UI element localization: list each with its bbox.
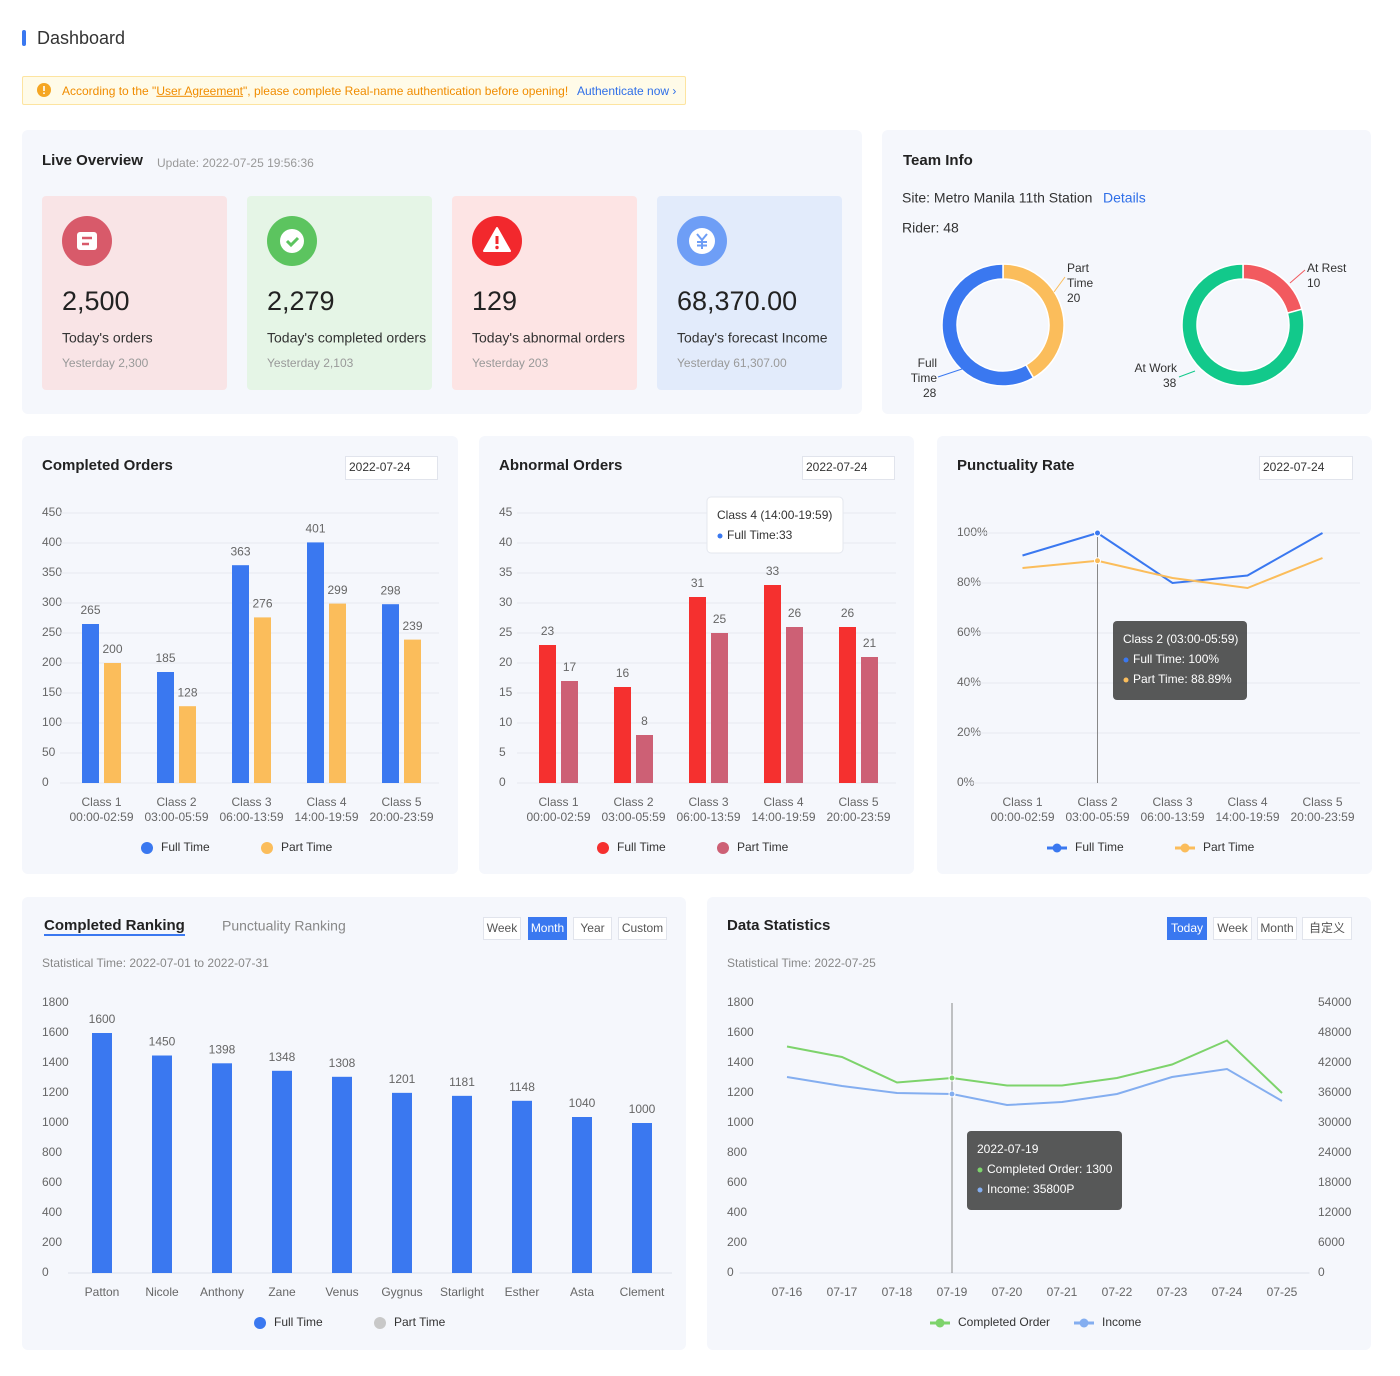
tab-active[interactable]: Completed Ranking — [44, 917, 185, 934]
tab-underline — [44, 934, 185, 936]
donut-label: Part Time — [1067, 261, 1094, 290]
donut-label: At Work — [1134, 361, 1177, 375]
title-accent — [22, 30, 26, 46]
donut-value: 10 — [1307, 276, 1321, 290]
donut-label: At Rest — [1307, 261, 1347, 275]
date-picker[interactable]: 2022-07-24 — [1259, 456, 1353, 480]
chart-title: Abnormal Orders — [499, 457, 623, 474]
notice-suffix: ", please complete Real-name authenticat… — [243, 83, 569, 98]
abnormal-orders-panel — [479, 436, 914, 874]
punctuality-panel — [937, 436, 1372, 874]
period-button[interactable]: 自定义 — [1302, 917, 1352, 940]
date-picker[interactable]: 2022-07-24 — [802, 456, 895, 480]
statistical-time: Statistical Time: 2022-07-25 — [727, 955, 876, 970]
chart-title: Punctuality Rate — [957, 457, 1075, 474]
card-label: Today's abnormal orders — [472, 329, 625, 346]
panel-title: Data Statistics — [727, 917, 831, 934]
period-button[interactable]: Month — [528, 917, 567, 940]
card-label: Today's orders — [62, 329, 153, 346]
card-value: 68,370.00 — [677, 285, 798, 316]
notice-bar — [22, 76, 686, 105]
card-label: Today's forecast Income — [677, 329, 828, 346]
card-yesterday: Yesterday 2,103 — [267, 355, 354, 370]
card-value: 2,500 — [62, 285, 130, 316]
period-button[interactable]: Year — [573, 917, 612, 940]
card-yesterday: Yesterday 61,307.00 — [677, 355, 787, 370]
notice-prefix: According to the " — [62, 83, 157, 98]
card-value: 129 — [472, 285, 518, 316]
period-button[interactable]: Custom — [618, 917, 667, 940]
details-link[interactable]: Details — [1103, 189, 1146, 206]
card-label: Today's completed orders — [267, 329, 427, 346]
page-title: Dashboard — [37, 28, 126, 49]
statistics-panel — [707, 897, 1371, 1350]
donut-value: 20 — [1067, 291, 1081, 305]
authenticate-link[interactable]: Authenticate now › — [577, 83, 677, 98]
notice-icon — [37, 83, 51, 97]
update-time: Update: 2022-07-25 19:56:36 — [157, 155, 314, 170]
donut-value: 38 — [1163, 376, 1177, 390]
card-value: 2,279 — [267, 285, 335, 316]
rider-count: Rider: 48 — [902, 219, 959, 236]
period-button[interactable]: Month — [1257, 917, 1297, 940]
card-yesterday: Yesterday 203 — [472, 355, 549, 370]
notice-text: According to the "User Agreement", pleas… — [62, 84, 568, 98]
date-picker[interactable]: 2022-07-24 — [345, 456, 438, 480]
panel-title: Live Overview — [42, 152, 143, 169]
panel-title: Team Info — [903, 152, 973, 169]
donut-value: 28 — [923, 386, 937, 400]
tab[interactable]: Punctuality Ranking — [222, 917, 346, 934]
statistical-time: Statistical Time: 2022-07-01 to 2022-07-… — [42, 955, 269, 970]
period-button[interactable]: Today — [1167, 917, 1207, 940]
site-name: Site: Metro Manila 11th Station — [902, 189, 1093, 206]
period-button[interactable]: Week — [1213, 917, 1252, 940]
notice-link[interactable]: User Agreement — [156, 83, 244, 98]
card-yesterday: Yesterday 2,300 — [62, 355, 149, 370]
donut-label: Full Time — [910, 356, 937, 385]
completed-orders-panel — [22, 436, 458, 874]
chart-title: Completed Orders — [42, 457, 173, 474]
period-button[interactable]: Week — [483, 917, 521, 940]
